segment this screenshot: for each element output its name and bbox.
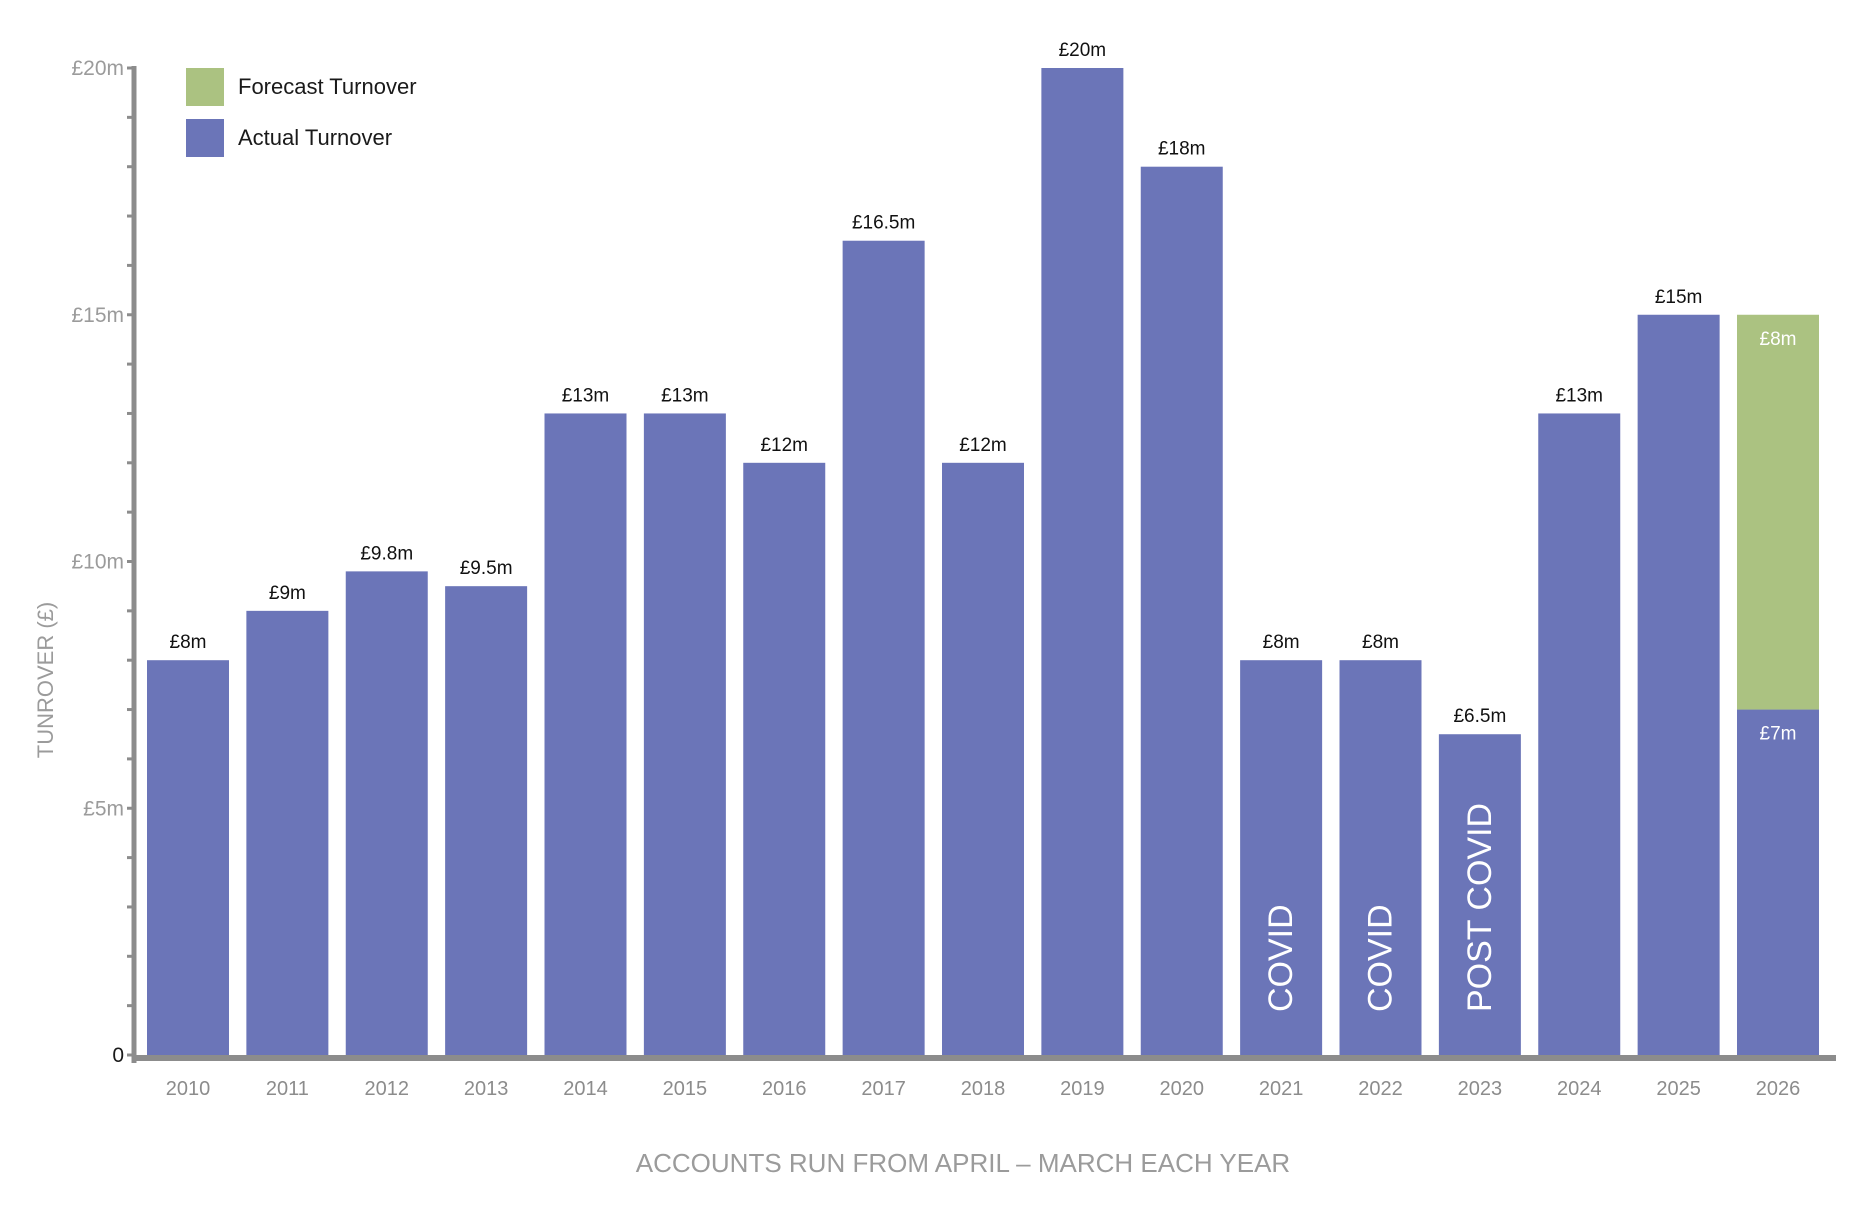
- bar-annotation: COVID: [1262, 904, 1300, 1012]
- y-tick-label: £20m: [71, 57, 124, 80]
- bar-2026-actual-turnover: [1737, 709, 1819, 1055]
- y-tick-label: £5m: [83, 797, 124, 820]
- bar-2012-actual-turnover: [345, 571, 428, 1055]
- bar-annotation: COVID: [1362, 904, 1400, 1012]
- y-tick-label: £10m: [71, 551, 124, 574]
- bar-2011-actual-turnover: [246, 610, 329, 1055]
- bar-2013-actual-turnover: [445, 586, 528, 1055]
- x-tick-label: 2017: [861, 1078, 906, 1100]
- x-axis-title: ACCOUNTS RUN FROM APRIL – MARCH EACH YEA…: [636, 1148, 1290, 1178]
- bar-value-label: £15m: [1655, 287, 1703, 308]
- x-tick-label: 2018: [961, 1078, 1006, 1100]
- bar-2025-actual-turnover: [1637, 314, 1720, 1055]
- bar-value-label: £8m: [1362, 632, 1399, 653]
- x-tick-label: 2020: [1160, 1078, 1205, 1100]
- bar-2016-actual-turnover: [743, 462, 826, 1055]
- x-tick-label: 2012: [365, 1078, 410, 1100]
- legend-forecast-swatch: [186, 68, 224, 106]
- bar-2026-forecast-turnover: [1737, 314, 1819, 710]
- bar-value-label: £20m: [1059, 40, 1107, 61]
- bar-value-label: £8m: [1263, 632, 1300, 653]
- x-tick-label: 2011: [266, 1078, 309, 1100]
- bar-2010-actual-turnover: [147, 660, 229, 1055]
- legend-forecast-label: Forecast Turnover: [238, 74, 417, 99]
- bar-2018-actual-turnover: [942, 462, 1024, 1055]
- bar-2019-actual-turnover: [1041, 68, 1124, 1055]
- bar-2014-actual-turnover: [544, 413, 627, 1055]
- y-tick-label: £15m: [71, 304, 124, 327]
- y-tick-label: 0: [112, 1044, 124, 1067]
- bar-value-label: £9m: [269, 583, 306, 604]
- bar-labels: 2010 £8m 2011 £9m 2012 £9.8m 2013 £9.5m 2014 £13m…: [166, 40, 1801, 1100]
- bar-value-label: £8m: [170, 632, 207, 653]
- bar-2017-actual-turnover: [842, 240, 925, 1056]
- x-tick-label: 2023: [1458, 1078, 1503, 1100]
- bar-value-label: £13m: [661, 385, 709, 406]
- bar-value-label: £12m: [959, 435, 1007, 456]
- x-tick-label: 2014: [563, 1078, 608, 1100]
- x-tick-label: 2015: [663, 1078, 708, 1100]
- bar-value-label: £9.8m: [360, 543, 413, 564]
- bar-value-label: £18m: [1158, 139, 1206, 160]
- bar-2021-actual-turnover: [1240, 660, 1323, 1055]
- segment-value-label: £8m: [1760, 329, 1797, 350]
- x-tick-label: 2010: [166, 1078, 211, 1100]
- bar-annotation: POST COVID: [1461, 803, 1499, 1012]
- x-tick-label: 2016: [762, 1078, 807, 1100]
- bar-value-label: £13m: [1555, 385, 1603, 406]
- y-axis-title: TUNROVER (£): [33, 602, 58, 758]
- x-tick-label: 2013: [464, 1078, 509, 1100]
- segment-value-label: £7m: [1760, 724, 1797, 745]
- bar-value-label: £9.5m: [460, 558, 513, 579]
- bars: [147, 68, 1819, 1056]
- legend-actual-swatch: [186, 119, 224, 157]
- bar-2024-actual-turnover: [1538, 413, 1621, 1055]
- legend-actual-label: Actual Turnover: [238, 125, 392, 150]
- bar-2023-actual-turnover: [1438, 734, 1521, 1055]
- bar-2020-actual-turnover: [1140, 166, 1223, 1055]
- x-tick-label: 2019: [1060, 1078, 1105, 1100]
- bar-value-label: £16.5m: [852, 213, 915, 234]
- legend: Forecast Turnover Actual Turnover: [186, 68, 417, 157]
- x-tick-label: 2025: [1656, 1078, 1701, 1100]
- x-tick-label: 2021: [1259, 1078, 1304, 1100]
- x-tick-label: 2026: [1756, 1078, 1801, 1100]
- bar-value-label: £12m: [760, 435, 808, 456]
- bar-2015-actual-turnover: [643, 413, 726, 1055]
- bar-2022-actual-turnover: [1339, 660, 1422, 1055]
- bar-value-label: £13m: [562, 385, 610, 406]
- bar-value-label: £6.5m: [1453, 706, 1506, 727]
- x-tick-label: 2022: [1358, 1078, 1403, 1100]
- x-tick-label: 2024: [1557, 1078, 1602, 1100]
- y-axis-ticks: 0 £5m £10m £15m £20m: [71, 57, 136, 1067]
